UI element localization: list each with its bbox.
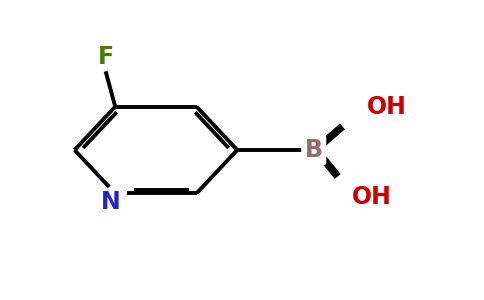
Text: OH: OH xyxy=(352,185,392,209)
Text: N: N xyxy=(101,190,121,214)
Text: F: F xyxy=(98,45,114,69)
Text: OH: OH xyxy=(366,95,406,119)
Text: B: B xyxy=(305,138,323,162)
